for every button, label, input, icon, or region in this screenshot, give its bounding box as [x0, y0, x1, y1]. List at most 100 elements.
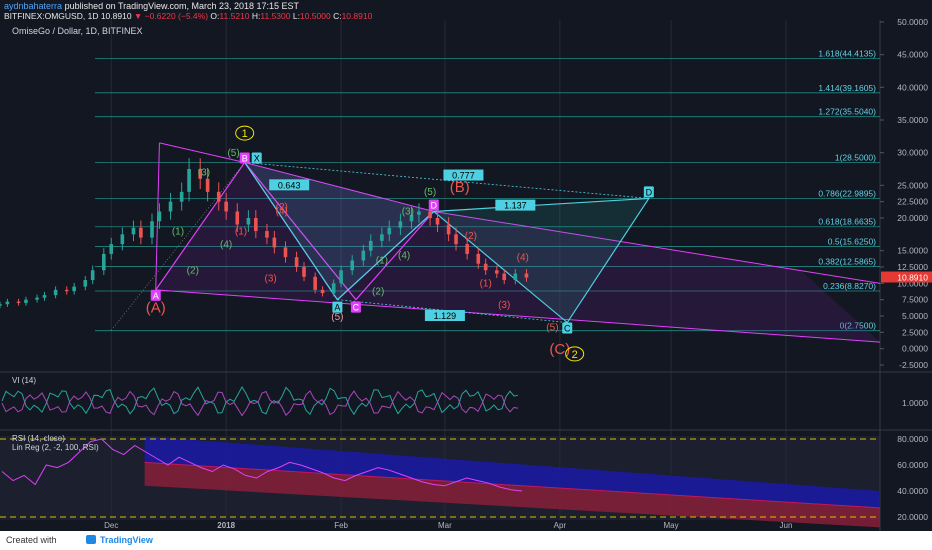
tradingview-brand-link[interactable]: TradingView [100, 535, 153, 545]
candle-body [368, 240, 373, 251]
candle-body [168, 201, 173, 212]
ratio-box [269, 179, 310, 191]
point-tag-label: X [254, 153, 260, 163]
candle-body [350, 260, 355, 271]
wave-label-green: (3) [198, 168, 210, 179]
close-label: C: [333, 11, 342, 21]
wave-label-red: (2) [465, 231, 477, 242]
point-tag-label: D [646, 187, 653, 197]
x-tick-label: Dec [104, 521, 118, 530]
y-tick-label: 20.0000 [897, 213, 928, 223]
linreg-indicator-label[interactable]: Lin Reg (2, -2, 100, RSI) [12, 443, 99, 452]
candle-body [331, 283, 336, 294]
linreg-mid-line [144, 461, 881, 509]
y-tick-label: 50.0000 [897, 17, 928, 27]
y-tick-label: -2.5000 [899, 360, 928, 370]
ohlc-line: BITFINEX:OMGUSD, 1D 10.8910 ▼ −0.6220 (−… [4, 11, 372, 21]
candle-body [265, 231, 269, 238]
point-tag [150, 289, 161, 301]
a-to-c-dashed [337, 299, 568, 323]
fib-level-label: 1(28.5000) [835, 152, 876, 162]
x-tick-label: Apr [554, 521, 567, 530]
symbol-text: BITFINEX:OMGUSD, 1D 10.8910 [4, 11, 132, 21]
high-value: 11.5300 [260, 11, 291, 21]
wave-label-green: (1) [376, 256, 388, 267]
change-text: −0.6220 (−5.4%) [144, 11, 209, 21]
wave-label-red: (5) [546, 322, 558, 333]
candle-body [483, 263, 488, 271]
candle-body [109, 244, 114, 254]
x-tick-label: Jun [780, 521, 793, 530]
candle-body [216, 191, 221, 202]
wave-label-red: (B) [450, 179, 470, 196]
y-tick-label: 15.0000 [897, 246, 928, 256]
wave-label-red: (4) [517, 252, 529, 263]
rsi-indicator-label[interactable]: RSI (14, close) [12, 434, 65, 443]
vi-minus-line [1, 390, 519, 417]
ratio-box [495, 199, 536, 211]
point-tag [428, 199, 439, 211]
wedge-upper-line [159, 142, 881, 284]
ratio-label: 0.777 [452, 171, 475, 181]
y-tick-label: 35.0000 [897, 115, 928, 125]
candle-body [409, 214, 414, 222]
candle-body [361, 250, 366, 261]
fib-level-label: 1.414(39.1605) [818, 83, 876, 93]
wave-label-red: (C) [549, 341, 570, 358]
candle-body [283, 247, 288, 258]
tradingview-logo-icon [86, 535, 96, 544]
fib-level-label: 0(2.7500) [840, 321, 877, 331]
candle-body [90, 270, 95, 281]
pane-title: OmiseGo / Dollar, 1D, BITFINEX [12, 26, 143, 36]
cyan-triangle-fill-2 [433, 198, 649, 323]
fib-level-label: 0.786(22.9895) [818, 188, 876, 198]
point-tag [332, 301, 343, 313]
y-tick-label: 7.5000 [902, 295, 928, 305]
point-tag [350, 301, 361, 313]
author-link[interactable]: aydnbahaterra [4, 1, 63, 11]
wave-label-green: (2) [187, 266, 199, 277]
wave-label-green: (1) [172, 226, 184, 237]
ratio-label: 1.137 [504, 201, 527, 211]
y-tick-label: 0.0000 [902, 344, 928, 354]
candle-body [398, 221, 403, 228]
point-tag [239, 152, 250, 164]
publish-line: aydnbahaterra published on TradingView.c… [4, 1, 299, 11]
vi-indicator-label[interactable]: VI (14) [12, 376, 37, 385]
point-tag-label: B [242, 153, 248, 163]
candle-body [339, 270, 343, 284]
point-tag-label: C [353, 303, 360, 313]
last-price-label: 10.8910 [897, 273, 928, 283]
candle-body [187, 169, 191, 192]
candle-body [5, 301, 10, 305]
candle-body [302, 267, 306, 277]
wave-label-red: (3) [498, 300, 510, 311]
candle-body [272, 237, 277, 248]
wave-label-green: (5) [227, 148, 239, 159]
wave-label-red: (5) [331, 312, 343, 323]
ratio-box [443, 169, 484, 181]
rsi-tick-label: 80.0000 [897, 434, 928, 444]
candle-body [42, 295, 47, 298]
xabcd-cyan [244, 162, 650, 324]
close-value: 10.8910 [341, 11, 373, 21]
open-label: O: [210, 11, 220, 21]
last-price-tag [881, 271, 932, 283]
linreg-upper-band [144, 436, 880, 508]
y-tick-label: 10.0000 [897, 278, 928, 288]
point-tag-label: A [334, 303, 340, 313]
wave-label-green: (2) [372, 286, 384, 297]
x-tick-label: May [664, 521, 679, 530]
candle-body [16, 301, 21, 303]
point-tag-label: A [153, 291, 159, 301]
fib-level-label: 0.236(8.8270) [823, 281, 876, 291]
fib-level-label: 0.5(15.6250) [828, 237, 876, 247]
candle-body [198, 169, 203, 179]
rsi-line [1, 438, 523, 492]
down-arrow-icon: ▼ [133, 11, 143, 21]
rsi-tick-label: 60.0000 [897, 460, 928, 470]
wave-circle-yellow [235, 125, 255, 141]
wave-label-yellow: 1 [242, 128, 248, 140]
wave-label-red: (1) [480, 279, 492, 290]
